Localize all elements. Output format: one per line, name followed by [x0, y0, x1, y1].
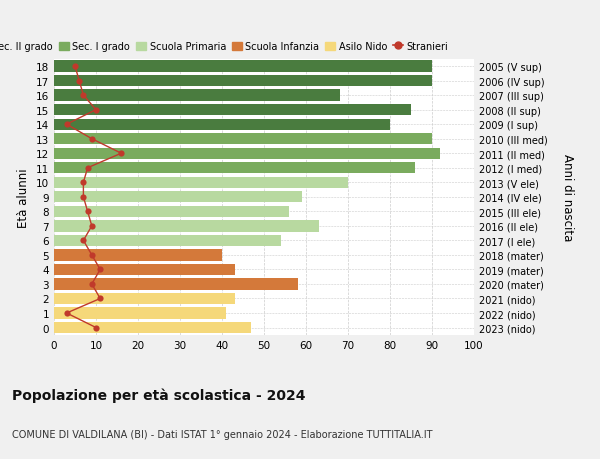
Point [79, 194, 88, 201]
Bar [54, 206, 289, 218]
Bar [54, 119, 390, 130]
Point [95, 266, 105, 274]
Bar [54, 192, 302, 203]
Bar [54, 279, 298, 290]
Point [79, 237, 88, 245]
Point [83, 165, 92, 172]
Bar [54, 76, 432, 87]
Point [95, 295, 105, 302]
Legend: Sec. II grado, Sec. I grado, Scuola Primaria, Scuola Infanzia, Asilo Nido, Stran: Sec. II grado, Sec. I grado, Scuola Prim… [0, 42, 448, 52]
Text: Popolazione per età scolastica - 2024: Popolazione per età scolastica - 2024 [12, 388, 305, 403]
Bar [54, 163, 415, 174]
Point [87, 223, 97, 230]
Bar [54, 61, 432, 73]
Y-axis label: Età alunni: Età alunni [17, 168, 31, 227]
Point [91, 107, 101, 114]
Bar [54, 148, 440, 160]
Bar [54, 250, 222, 261]
Bar [54, 90, 340, 101]
Point [74, 78, 84, 85]
Y-axis label: Anni di nascita: Anni di nascita [562, 154, 575, 241]
Point [62, 310, 71, 317]
Bar [54, 221, 319, 232]
Point [79, 92, 88, 100]
Bar [54, 293, 235, 304]
Point [62, 121, 71, 129]
Bar [54, 235, 281, 246]
Point [91, 324, 101, 331]
Bar [54, 105, 411, 116]
Text: COMUNE DI VALDILANA (BI) - Dati ISTAT 1° gennaio 2024 - Elaborazione TUTTITALIA.: COMUNE DI VALDILANA (BI) - Dati ISTAT 1°… [12, 429, 433, 439]
Bar [54, 177, 348, 189]
Point [116, 150, 126, 157]
Point [87, 280, 97, 288]
Point [87, 136, 97, 143]
Bar [54, 264, 235, 275]
Bar [54, 134, 432, 145]
Bar [54, 322, 251, 334]
Point [83, 208, 92, 216]
Point [70, 63, 80, 71]
Point [79, 179, 88, 186]
Point [87, 252, 97, 259]
Bar [54, 308, 226, 319]
